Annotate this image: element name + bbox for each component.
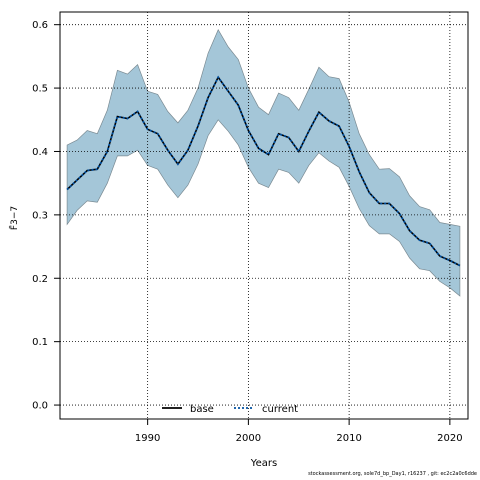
x-tick-label: 2000 <box>236 433 261 444</box>
y-tick-label: 0.1 <box>32 337 48 348</box>
axis-layer: 1990 2000 2010 2020 0.0 0.1 0.2 0.3 0.4 0.5 0.6 <box>32 20 462 444</box>
x-tick-label: 2010 <box>336 433 361 444</box>
legend-label-base: base <box>190 404 214 415</box>
y-tick-label: 0.4 <box>32 147 48 158</box>
y-tick-label: 0.0 <box>32 401 48 412</box>
legend: base current <box>162 404 298 415</box>
x-axis-label: Years <box>250 458 277 469</box>
y-tick-label: 0.6 <box>32 20 48 31</box>
y-tick-label: 0.2 <box>32 274 48 285</box>
confidence-band <box>66 29 461 297</box>
legend-label-current: current <box>262 404 298 415</box>
y-tick-label: 0.3 <box>32 210 48 221</box>
y-tick-label: 0.5 <box>32 84 48 95</box>
plot-frame <box>59 11 469 420</box>
footer-attribution: stockassessment.org, sole7d_bp_Day1, r16… <box>308 471 477 477</box>
series-line-current <box>66 75 461 267</box>
x-tick-label: 1990 <box>135 433 160 444</box>
x-tick-label: 2020 <box>437 433 462 444</box>
plot-layer <box>60 12 468 419</box>
y-axis-label: F̄3−7 <box>8 206 20 230</box>
